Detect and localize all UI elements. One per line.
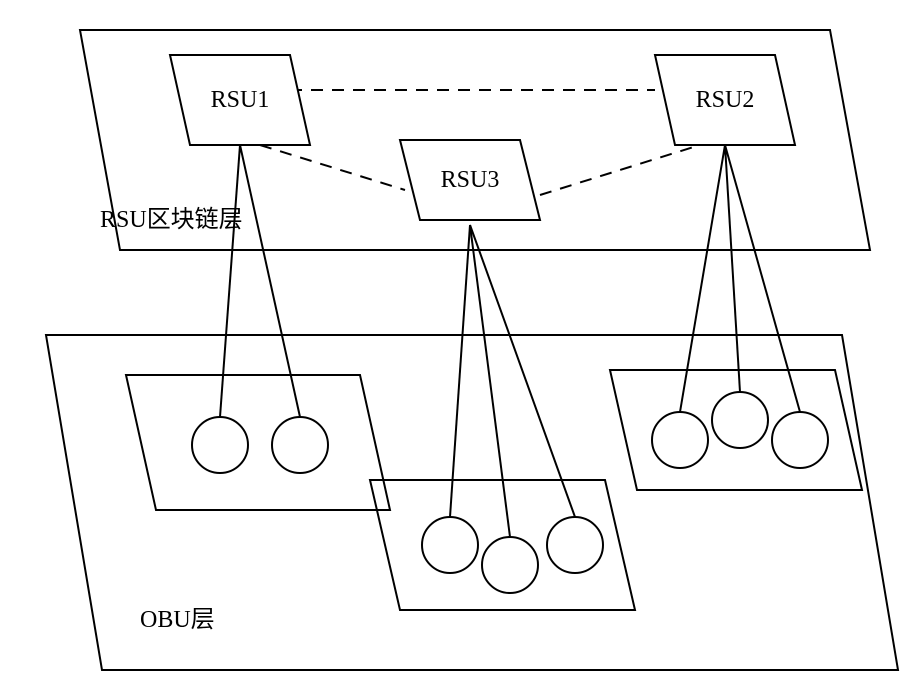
obu-node	[482, 537, 538, 593]
obu-node	[652, 412, 708, 468]
link-rsu-obu	[220, 145, 240, 417]
rsu-node-label: RSU1	[211, 87, 270, 113]
link-rsu-rsu	[260, 145, 405, 190]
obu-group-frame	[126, 375, 390, 510]
link-rsu-obu	[725, 145, 800, 412]
rsu-node-label: RSU2	[696, 87, 755, 113]
link-rsu-obu	[680, 145, 725, 412]
rsu-layer-label: RSU区块链层	[100, 206, 243, 233]
obu-node	[422, 517, 478, 573]
rsu-node-label: RSU3	[441, 167, 500, 193]
obu-node	[712, 392, 768, 448]
obu-node	[547, 517, 603, 573]
link-rsu-obu	[450, 225, 470, 517]
link-rsu-obu	[240, 145, 300, 417]
obu-node	[192, 417, 248, 473]
obu-node	[772, 412, 828, 468]
link-rsu-rsu	[540, 145, 700, 195]
link-rsu-obu	[470, 225, 510, 537]
obu-node	[272, 417, 328, 473]
obu-layer-label: OBU层	[140, 607, 215, 633]
link-rsu-obu	[470, 225, 575, 517]
link-rsu-obu	[725, 145, 740, 392]
